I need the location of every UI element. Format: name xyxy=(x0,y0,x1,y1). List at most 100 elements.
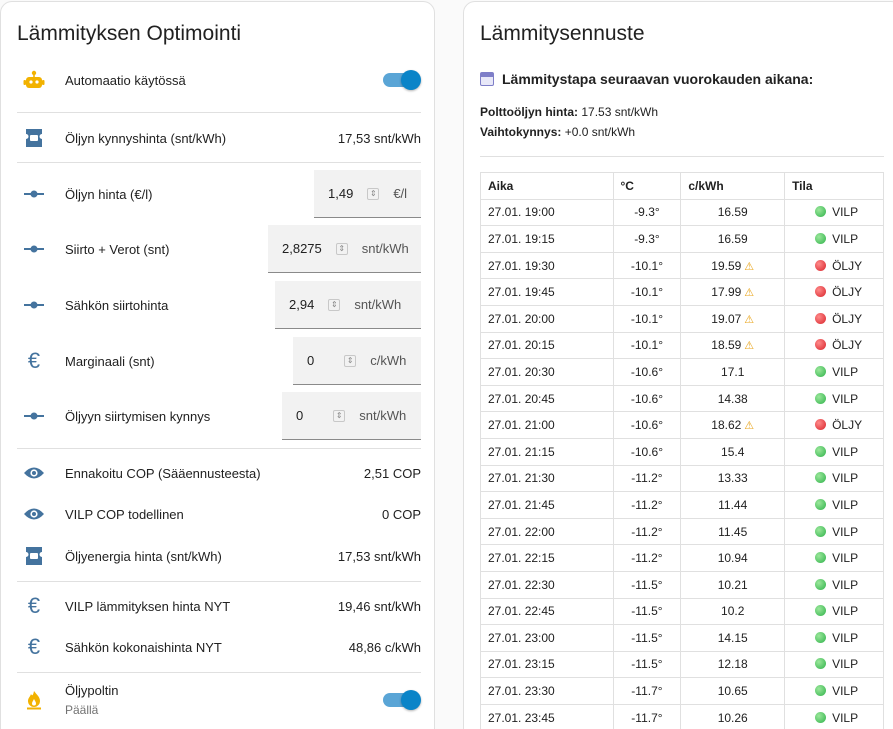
oil-burner-toggle[interactable] xyxy=(383,690,421,710)
oil-price-unit: €/l xyxy=(393,186,408,201)
state-cell: VILP xyxy=(784,517,884,546)
price-cell: 15.4 xyxy=(680,437,786,466)
predicted-cop-row[interactable]: Ennakoitu COP (Sääennusteesta) 2,51 COP xyxy=(17,459,421,487)
price-cell: 19.59 ⚠ xyxy=(680,251,786,280)
time-cell: 27.01. 20:15 xyxy=(480,331,614,360)
green-circle-icon xyxy=(815,552,827,564)
time-cell: 27.01. 23:45 xyxy=(480,703,614,729)
transfer-taxes-input[interactable]: 2,8275 ⇕ snt/kWh xyxy=(268,225,421,273)
green-circle-icon xyxy=(815,472,827,484)
state-cell: VILP xyxy=(784,703,884,729)
oil-price-input[interactable]: 1,49 ⇕ €/l xyxy=(314,170,421,218)
ticket-icon xyxy=(17,128,51,148)
table-row: 27.01. 20:45 -10.6° 14.38 VILP xyxy=(480,384,884,413)
margin-row: € Marginaali (snt) xyxy=(17,347,421,375)
state-cell: ÖLJY xyxy=(784,278,884,306)
electricity-transfer-input[interactable]: 2,94 ⇕ snt/kWh xyxy=(275,281,421,329)
green-circle-icon xyxy=(815,525,827,537)
predicted-cop-value: 2,51 COP xyxy=(363,465,421,481)
euro-icon: € xyxy=(27,634,41,659)
oil-switch-threshold-label: Öljyyn siirtymisen kynnys xyxy=(65,408,211,424)
spinner-icon[interactable]: ⇕ xyxy=(367,187,380,200)
price-cell: 10.65 xyxy=(680,677,786,705)
table-row: 27.01. 22:00 -11.2° 11.45 VILP xyxy=(480,517,884,546)
column-header: Tila xyxy=(784,172,884,200)
oil-burner-row[interactable]: Öljypoltin Päällä xyxy=(17,682,421,718)
euro-icon: € xyxy=(27,593,41,618)
forecast-subtitle: Lämmitystapa seuraavan vuorokauden aikan… xyxy=(480,71,813,87)
predicted-cop-label: Ennakoitu COP (Sääennusteesta) xyxy=(65,465,261,481)
slider-icon xyxy=(17,412,51,420)
oil-burner-state: Päällä xyxy=(65,703,99,717)
green-circle-icon xyxy=(815,658,827,670)
slider-icon xyxy=(17,301,51,309)
red-circle-icon xyxy=(815,286,827,298)
oil-switch-threshold-unit: snt/kWh xyxy=(359,408,407,423)
oil-energy-price-row[interactable]: Öljyenergia hinta (snt/kWh) 17,53 snt/kW… xyxy=(17,542,421,570)
state-cell: VILP xyxy=(784,198,884,227)
heating-forecast-card: Lämmitysennuste Lämmitystapa seuraavan v… xyxy=(463,1,893,729)
time-cell: 27.01. 22:45 xyxy=(480,597,614,626)
ticket-icon xyxy=(17,546,51,566)
time-cell: 27.01. 21:30 xyxy=(480,464,614,493)
red-circle-icon xyxy=(815,339,827,351)
slider-icon xyxy=(17,245,51,253)
time-cell: 27.01. 21:45 xyxy=(480,491,614,519)
price-cell: 11.45 xyxy=(680,517,786,546)
time-cell: 27.01. 22:15 xyxy=(480,544,614,572)
price-cell: 10.21 xyxy=(680,570,786,599)
temperature-cell: -11.2° xyxy=(612,464,682,493)
green-circle-icon xyxy=(815,445,827,457)
time-cell: 27.01. 19:00 xyxy=(480,198,614,227)
table-row: 27.01. 23:00 -11.5° 14.15 VILP xyxy=(480,624,884,652)
table-row: 27.01. 22:45 -11.5° 10.2 VILP xyxy=(480,597,884,626)
green-circle-icon xyxy=(815,605,827,617)
table-row: 27.01. 19:30 -10.1° 19.59 ⚠ ÖLJY xyxy=(480,251,884,280)
oil-threshold-price-value: 17,53 snt/kWh xyxy=(337,130,421,146)
electricity-total-value: 48,86 c/kWh xyxy=(348,639,421,655)
time-cell: 27.01. 23:15 xyxy=(480,650,614,679)
temperature-cell: -11.5° xyxy=(612,650,682,679)
transfer-taxes-unit: snt/kWh xyxy=(361,241,409,256)
warning-icon: ⚠ xyxy=(744,340,755,353)
time-cell: 27.01. 22:00 xyxy=(480,517,614,546)
red-circle-icon xyxy=(815,419,827,431)
price-cell: 14.15 xyxy=(680,624,786,652)
table-row: 27.01. 23:45 -11.7° 10.26 VILP xyxy=(480,703,884,729)
price-cell: 17.1 xyxy=(680,358,786,386)
margin-input[interactable]: 0 ⇕ c/kWh xyxy=(293,337,421,385)
automation-label: Automaatio käytössä xyxy=(65,72,186,88)
oil-threshold-price-row[interactable]: Öljyn kynnyshinta (snt/kWh) 17,53 snt/kW… xyxy=(17,124,421,152)
spinner-icon[interactable]: ⇕ xyxy=(335,242,348,255)
margin-label: Marginaali (snt) xyxy=(65,353,155,369)
automation-toggle[interactable] xyxy=(383,70,421,90)
vilp-heating-price-row[interactable]: € VILP lämmityksen hinta NYT 19,46 snt/k… xyxy=(17,592,421,620)
table-row: 27.01. 21:15 -10.6° 15.4 VILP xyxy=(480,437,884,466)
price-cell: 16.59 xyxy=(680,198,786,227)
margin-unit: c/kWh xyxy=(370,353,407,368)
state-cell: VILP xyxy=(784,570,884,599)
actual-cop-row[interactable]: VILP COP todellinen 0 COP xyxy=(17,500,421,528)
table-row: 27.01. 21:00 -10.6° 18.62 ⚠ ÖLJY xyxy=(480,411,884,439)
oil-burner-text: Öljypoltin Päällä xyxy=(65,683,383,717)
spinner-icon[interactable]: ⇕ xyxy=(344,354,357,367)
time-cell: 27.01. 23:00 xyxy=(480,624,614,652)
temperature-cell: -10.6° xyxy=(612,437,682,466)
automation-row[interactable]: Automaatio käytössä xyxy=(17,66,421,94)
column-header: c/kWh xyxy=(680,172,786,200)
warning-icon: ⚠ xyxy=(744,260,755,273)
price-cell: 18.62 ⚠ xyxy=(680,411,786,439)
state-cell: ÖLJY xyxy=(784,331,884,360)
state-cell: VILP xyxy=(784,358,884,386)
forecast-table: Aika °C c/kWh Tila 27.01. 19:00 -9.3° 16.5… xyxy=(480,172,884,729)
oil-switch-threshold-input[interactable]: 0 ⇕ snt/kWh xyxy=(282,392,421,440)
spinner-icon[interactable]: ⇕ xyxy=(328,298,341,311)
electricity-total-row[interactable]: € Sähkön kokonaishinta NYT 48,86 c/kWh xyxy=(17,633,421,661)
spinner-icon[interactable]: ⇕ xyxy=(333,409,346,422)
time-cell: 27.01. 21:00 xyxy=(480,411,614,439)
column-header: Aika xyxy=(480,172,614,200)
state-cell: VILP xyxy=(784,597,884,626)
state-cell: VILP xyxy=(784,650,884,679)
green-circle-icon xyxy=(815,232,827,244)
price-cell: 10.2 xyxy=(680,597,786,626)
